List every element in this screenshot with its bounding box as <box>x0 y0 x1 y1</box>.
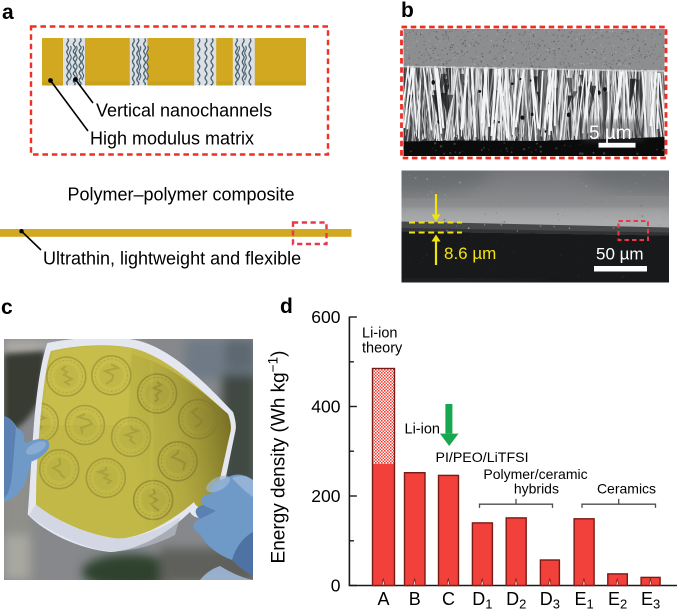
svg-text:50 µm: 50 µm <box>596 245 644 264</box>
svg-text:D1: D1 <box>472 589 492 611</box>
svg-text:D3: D3 <box>540 589 560 611</box>
svg-text:A: A <box>377 589 389 609</box>
svg-text:theory: theory <box>362 341 403 357</box>
svg-text:5 µm: 5 µm <box>589 123 632 144</box>
svg-text:Li-ion: Li-ion <box>362 326 397 342</box>
svg-text:E1: E1 <box>574 589 593 611</box>
svg-text:8.6 µm: 8.6 µm <box>444 244 496 263</box>
svg-text:High modulus matrix: High modulus matrix <box>90 129 254 149</box>
svg-text:d: d <box>280 295 293 318</box>
svg-text:c: c <box>1 296 13 319</box>
svg-text:E2: E2 <box>608 589 627 611</box>
svg-text:Li-ion: Li-ion <box>405 422 440 438</box>
svg-text:0: 0 <box>331 576 341 596</box>
svg-text:Polymer–polymer composite: Polymer–polymer composite <box>67 185 294 205</box>
svg-text:E3: E3 <box>641 589 660 611</box>
svg-text:B: B <box>409 589 421 609</box>
svg-text:200: 200 <box>311 486 340 506</box>
svg-text:b: b <box>401 0 414 22</box>
svg-text:Ceramics: Ceramics <box>597 481 656 497</box>
svg-text:C: C <box>442 589 455 609</box>
svg-text:Vertical nanochannels: Vertical nanochannels <box>96 101 272 121</box>
svg-text:Ultrathin, lightweight and fle: Ultrathin, lightweight and flexible <box>43 249 301 269</box>
svg-text:400: 400 <box>311 397 340 417</box>
svg-text:hybrids: hybrids <box>514 481 559 497</box>
svg-text:D2: D2 <box>506 589 526 611</box>
svg-text:PI/PEO/LiTFSI: PI/PEO/LiTFSI <box>435 450 528 466</box>
svg-text:Energy density (Wh kg−1): Energy density (Wh kg−1) <box>266 351 290 564</box>
svg-text:a: a <box>2 1 14 24</box>
svg-text:600: 600 <box>311 307 340 327</box>
